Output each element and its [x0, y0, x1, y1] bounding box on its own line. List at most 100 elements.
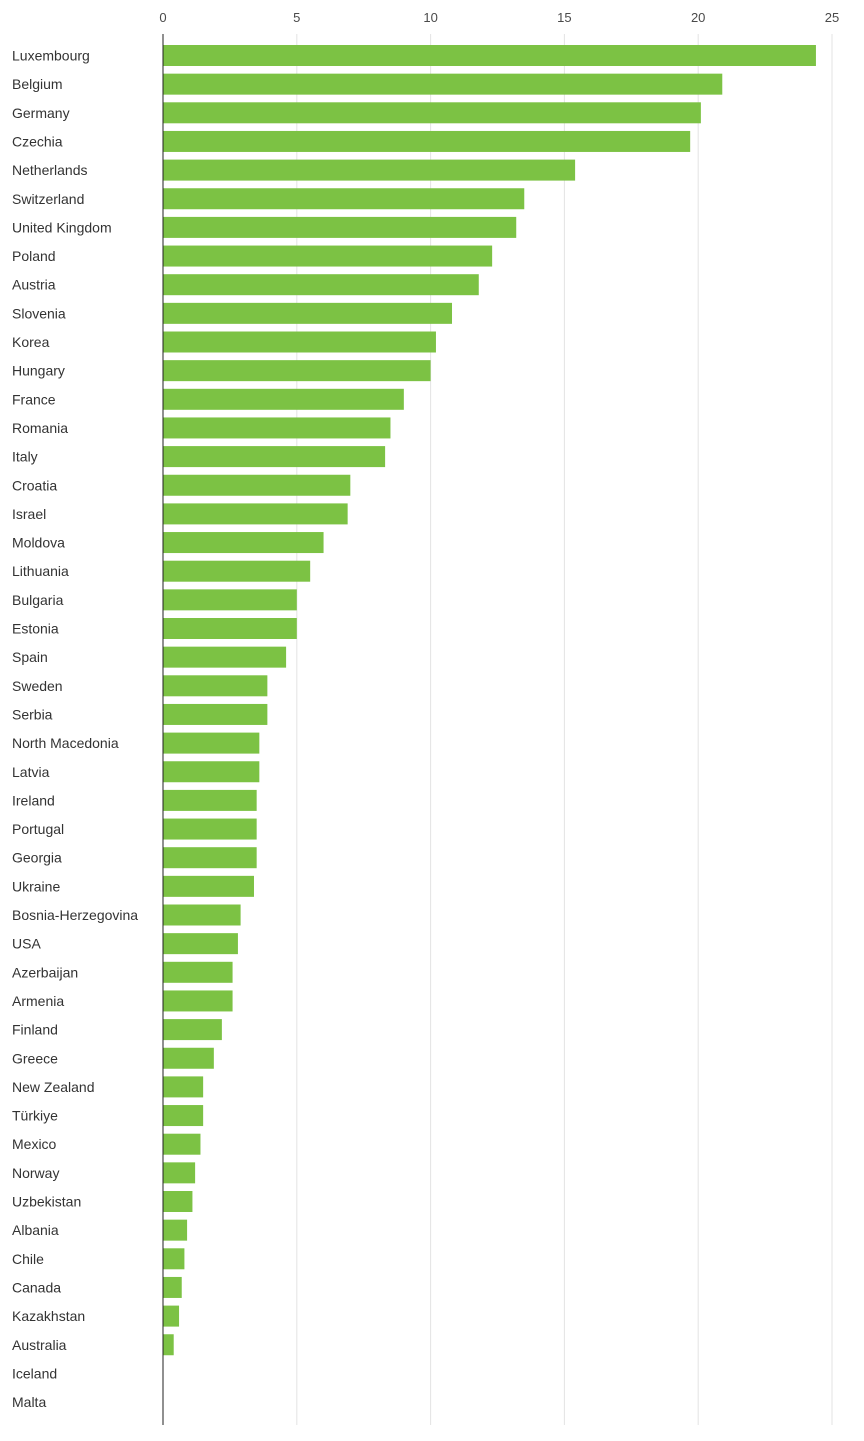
bar	[163, 761, 260, 783]
bar	[163, 1191, 193, 1212]
category-label: Türkiye	[12, 1108, 58, 1124]
category-label: Luxembourg	[12, 48, 90, 64]
bar	[163, 1219, 188, 1241]
category-label: Ukraine	[12, 878, 60, 894]
bar	[163, 188, 525, 210]
x-tick-label: 15	[557, 10, 571, 25]
x-tick-label: 0	[159, 10, 166, 25]
bar	[163, 703, 268, 725]
bar	[163, 274, 479, 296]
category-label: Hungary	[12, 363, 65, 379]
category-label: Kazakhstan	[12, 1308, 85, 1324]
bar	[163, 102, 701, 124]
category-label: Australia	[12, 1337, 67, 1353]
category-label: Georgia	[12, 850, 62, 866]
category-label: Bulgaria	[12, 592, 64, 608]
bar	[163, 159, 576, 181]
category-label: USA	[12, 936, 41, 952]
bar	[163, 360, 431, 382]
category-label: Germany	[12, 105, 70, 121]
category-label: Portugal	[12, 821, 64, 837]
category-label: Malta	[12, 1394, 46, 1410]
category-label: Switzerland	[12, 191, 84, 207]
bar	[163, 388, 404, 410]
bar	[163, 245, 493, 267]
category-label: Netherlands	[12, 162, 88, 178]
bar	[163, 818, 257, 840]
bars	[163, 45, 816, 1356]
bar	[163, 45, 816, 66]
bar	[163, 732, 260, 754]
category-label: Austria	[12, 277, 56, 293]
category-label: Romania	[12, 420, 68, 436]
category-label: Italy	[12, 449, 38, 465]
category-label: United Kingdom	[12, 219, 112, 235]
bar	[163, 1133, 201, 1155]
category-label: Uzbekistan	[12, 1194, 81, 1210]
category-label: Estonia	[12, 621, 59, 637]
category-label: North Macedonia	[12, 735, 119, 751]
category-label: Armenia	[12, 993, 64, 1009]
category-label: Bosnia-Herzegovina	[12, 907, 138, 923]
bar	[163, 589, 297, 611]
bar	[163, 216, 517, 238]
category-label: Czechia	[12, 133, 63, 149]
category-label: Chile	[12, 1251, 44, 1267]
category-label: Serbia	[12, 706, 53, 722]
category-label: Moldova	[12, 535, 65, 551]
bar	[163, 1047, 214, 1069]
category-label: Israel	[12, 506, 46, 522]
bar	[163, 417, 391, 439]
bar	[163, 1334, 174, 1356]
bar	[163, 1248, 185, 1270]
category-label: Belgium	[12, 76, 63, 92]
bar	[163, 474, 351, 496]
bar	[163, 1162, 196, 1184]
bar	[163, 789, 257, 811]
bar	[163, 1019, 222, 1041]
bar	[163, 1105, 204, 1127]
category-label: Iceland	[12, 1365, 57, 1381]
category-label: Spain	[12, 649, 48, 665]
bar	[163, 904, 241, 926]
bar	[163, 503, 348, 525]
category-labels: Luxembourg Belgium Germany Czechia Netherlan…	[12, 48, 138, 1411]
category-label: Finland	[12, 1022, 58, 1038]
bar	[163, 646, 287, 668]
bar	[163, 1076, 204, 1098]
bar	[163, 933, 238, 955]
bar	[163, 1305, 180, 1327]
x-tick-label: 10	[423, 10, 437, 25]
bar	[163, 990, 233, 1012]
x-tick-label: 5	[293, 10, 300, 25]
bar	[163, 130, 691, 152]
category-label: Mexico	[12, 1136, 57, 1152]
category-label: Ireland	[12, 792, 55, 808]
category-label: Greece	[12, 1050, 58, 1066]
category-label: Azerbaijan	[12, 964, 78, 980]
category-label: Albania	[12, 1222, 59, 1238]
category-label: Norway	[12, 1165, 59, 1181]
bar	[163, 847, 257, 869]
category-label: France	[12, 391, 56, 407]
bar	[163, 675, 268, 697]
category-label: Canada	[12, 1279, 61, 1295]
category-label: Sweden	[12, 678, 63, 694]
category-label: Latvia	[12, 764, 50, 780]
category-label: Lithuania	[12, 563, 69, 579]
bar	[163, 532, 324, 554]
x-tick-label: 25	[825, 10, 839, 25]
bar	[163, 1276, 182, 1298]
bar	[163, 875, 254, 897]
bar	[163, 73, 723, 95]
bar	[163, 618, 297, 639]
category-label: New Zealand	[12, 1079, 95, 1095]
category-label: Poland	[12, 248, 56, 264]
category-label: Croatia	[12, 477, 57, 493]
category-label: Slovenia	[12, 305, 66, 321]
x-tick-label: 20	[691, 10, 705, 25]
bar	[163, 560, 311, 582]
category-label: Korea	[12, 334, 50, 350]
gridlines	[296, 34, 833, 1425]
